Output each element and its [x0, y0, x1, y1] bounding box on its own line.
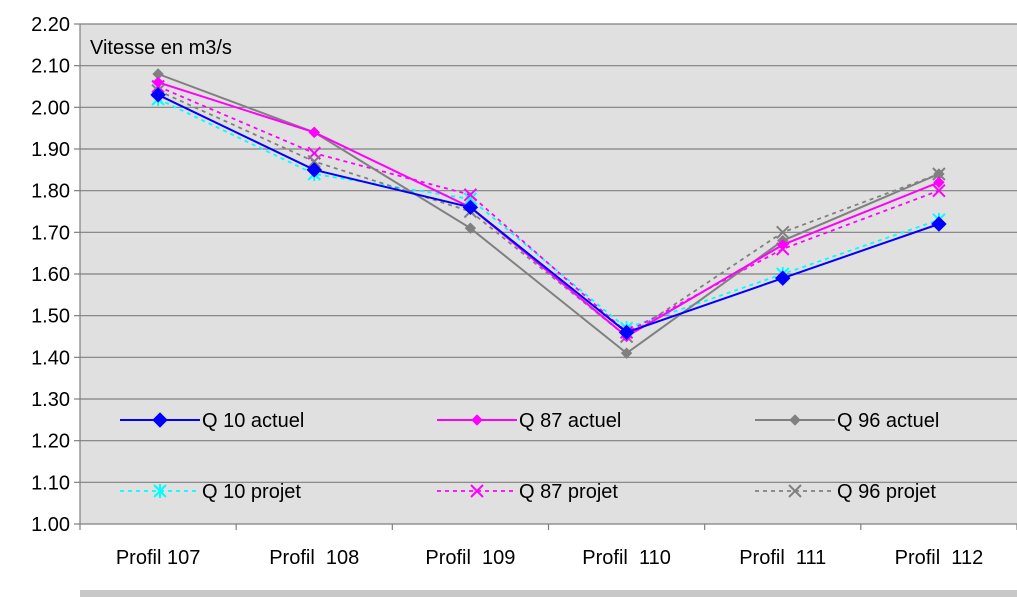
- y-tick-label: 1.00: [31, 514, 70, 536]
- x-marker: [932, 183, 946, 198]
- y-tick-label: 1.40: [31, 347, 70, 369]
- x-marker: [463, 188, 478, 202]
- y-tick-label: 1.20: [31, 431, 70, 453]
- x-tick-label: Profil 112: [895, 547, 984, 569]
- diamond-marker: [152, 412, 168, 428]
- series-line: [157, 81, 940, 338]
- gridlines: [80, 23, 1017, 483]
- diamond-marker: [471, 414, 483, 426]
- y-axis-ticks: 1.00 1.10 1.20 1.30 1.40 1.50 1.60 1.70 1.80 1.90…: [31, 14, 80, 536]
- y-tick-label: 1.70: [31, 222, 70, 244]
- diamond-marker: [777, 239, 789, 251]
- y-tick-label: 2.20: [31, 14, 70, 36]
- y-tick-label: 1.80: [31, 181, 70, 203]
- x-axis-ticks: Profil 107 Profil 108 Profil 109 Profil 110…: [79, 524, 1017, 569]
- x-tick-label: Profil 110: [582, 547, 671, 569]
- y-tick-label: 1.60: [31, 264, 70, 286]
- series-group: [150, 68, 947, 359]
- legend-label: Q 96 projet: [837, 481, 936, 503]
- x-marker: [307, 154, 321, 169]
- legend-label: Q 10 projet: [202, 481, 301, 503]
- legend-label: Q 87 actuel: [519, 410, 621, 432]
- legend-entry: Q 87 projet: [437, 481, 618, 503]
- x-marker: [788, 484, 802, 498]
- legend-entry: Q 10 actuel: [120, 410, 304, 432]
- legend: Q 10 actuel Q 87 actuel Q 96 actuel Q 10 pr…: [120, 410, 939, 503]
- series-line: [157, 85, 940, 334]
- x-tick-label: Profil 111: [739, 547, 826, 569]
- diamond-marker: [620, 347, 633, 359]
- series-line: [157, 93, 940, 334]
- series-line: [157, 89, 940, 338]
- y-tick-label: 2.00: [31, 97, 70, 119]
- x-marker: [776, 225, 790, 240]
- diamond-marker: [933, 176, 945, 189]
- x-tick-label: Profil 107: [116, 547, 201, 569]
- bottom-scroll-bar: [80, 590, 1017, 597]
- y-tick-label: 2.10: [31, 56, 70, 78]
- series-line: [157, 73, 940, 355]
- x-tick-label: Profil 108: [269, 547, 359, 569]
- legend-entry: Q 96 actuel: [755, 410, 939, 432]
- legend-label: Q 96 actuel: [837, 410, 939, 432]
- x-tick-label: Profil 109: [425, 547, 515, 569]
- legend-label: Q 87 projet: [519, 481, 618, 503]
- y-tick-label: 1.90: [31, 139, 70, 161]
- diamond-marker: [931, 216, 947, 232]
- diamond-marker: [462, 199, 479, 216]
- diamond-marker: [308, 126, 320, 139]
- y-tick-label: 1.30: [31, 389, 70, 411]
- diamond-marker: [306, 162, 322, 178]
- legend-entry: Q 10 projet: [120, 481, 301, 503]
- legend-entry: Q 87 actuel: [437, 410, 621, 432]
- diamond-marker: [150, 87, 166, 103]
- diamond-marker: [464, 222, 477, 234]
- chart-annotation: Vitesse en m3/s: [90, 37, 232, 59]
- legend-entry: Q 96 projet: [755, 481, 936, 503]
- y-tick-label: 1.10: [31, 472, 70, 494]
- x-marker: [470, 484, 484, 498]
- y-tick-label: 1.50: [31, 306, 70, 328]
- diamond-marker: [775, 270, 791, 286]
- diamond-marker: [618, 324, 635, 341]
- asterisk-marker: [153, 484, 167, 498]
- legend-label: Q 10 actuel: [202, 410, 304, 432]
- series-q-10-actuel: [150, 87, 947, 341]
- diamond-marker: [789, 414, 801, 426]
